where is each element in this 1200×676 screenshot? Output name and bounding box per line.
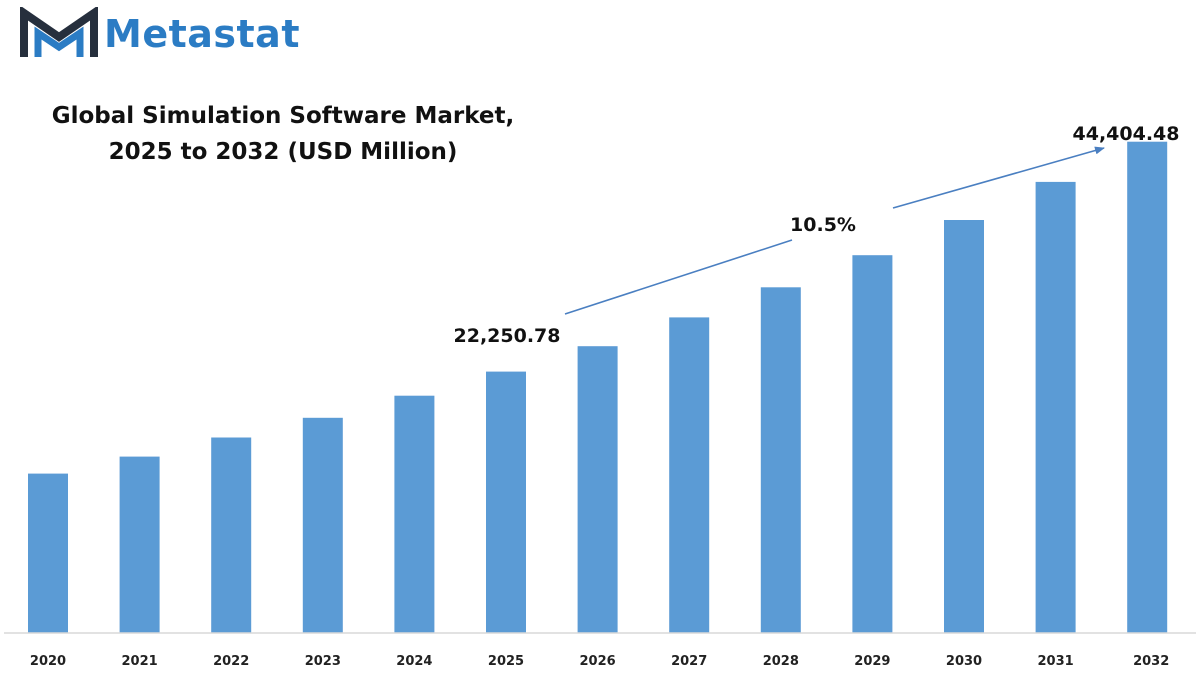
chart-title-line-2: 2025 to 2032 (USD Million) [108, 139, 458, 165]
x-tick-label-2028: 2028 [763, 654, 799, 669]
bar-2021 [119, 456, 160, 633]
bar-2027 [669, 317, 710, 633]
x-tick-label-2025: 2025 [488, 654, 524, 669]
bar-2028 [760, 287, 801, 633]
metastat-m-logo-icon [20, 7, 98, 57]
x-tick-label-2024: 2024 [396, 654, 432, 669]
x-tick-label-2029: 2029 [854, 654, 890, 669]
chart-title-line-1: Global Simulation Software Market, [51, 103, 515, 129]
metastat-logo: Metastat [20, 6, 300, 62]
end-value-label: 44,404.48 [1073, 123, 1180, 145]
bar-2025 [486, 371, 526, 633]
bar-2024 [394, 395, 435, 633]
bar-2031 [1035, 181, 1076, 633]
cagr-arrow-left [564, 239, 793, 315]
brand-name: Metastat [104, 12, 300, 56]
cagr-arrow-right [892, 146, 1105, 209]
bar-2022 [211, 437, 252, 633]
bar-2026 [577, 346, 618, 633]
bar-2020 [28, 473, 68, 633]
cagr-label: 10.5% [790, 214, 856, 236]
x-tick-label-2032: 2032 [1133, 654, 1169, 669]
x-tick-label-2023: 2023 [305, 654, 341, 669]
chart-title: Global Simulation Software Market, 2025 … [38, 98, 528, 170]
bar-2030 [944, 220, 984, 633]
x-tick-labels: 2020 2021 2022 2023 2024 2025 2026 2027 2028 2029… [30, 654, 1169, 669]
start-value-label: 22,250.78 [454, 325, 561, 347]
x-tick-label-2021: 2021 [122, 654, 158, 669]
bar-2023 [302, 417, 343, 633]
bars-group [28, 141, 1168, 633]
x-tick-label-2027: 2027 [671, 654, 707, 669]
x-tick-label-2026: 2026 [580, 654, 616, 669]
annotations-group: 22,250.78 10.5% 44,404.48 [454, 123, 1180, 347]
x-tick-label-2030: 2030 [946, 654, 982, 669]
x-tick-label-2031: 2031 [1038, 654, 1074, 669]
bar-2029 [852, 255, 893, 633]
x-tick-label-2022: 2022 [213, 654, 249, 669]
bar-2032 [1127, 141, 1168, 633]
x-tick-label-2020: 2020 [30, 654, 66, 669]
